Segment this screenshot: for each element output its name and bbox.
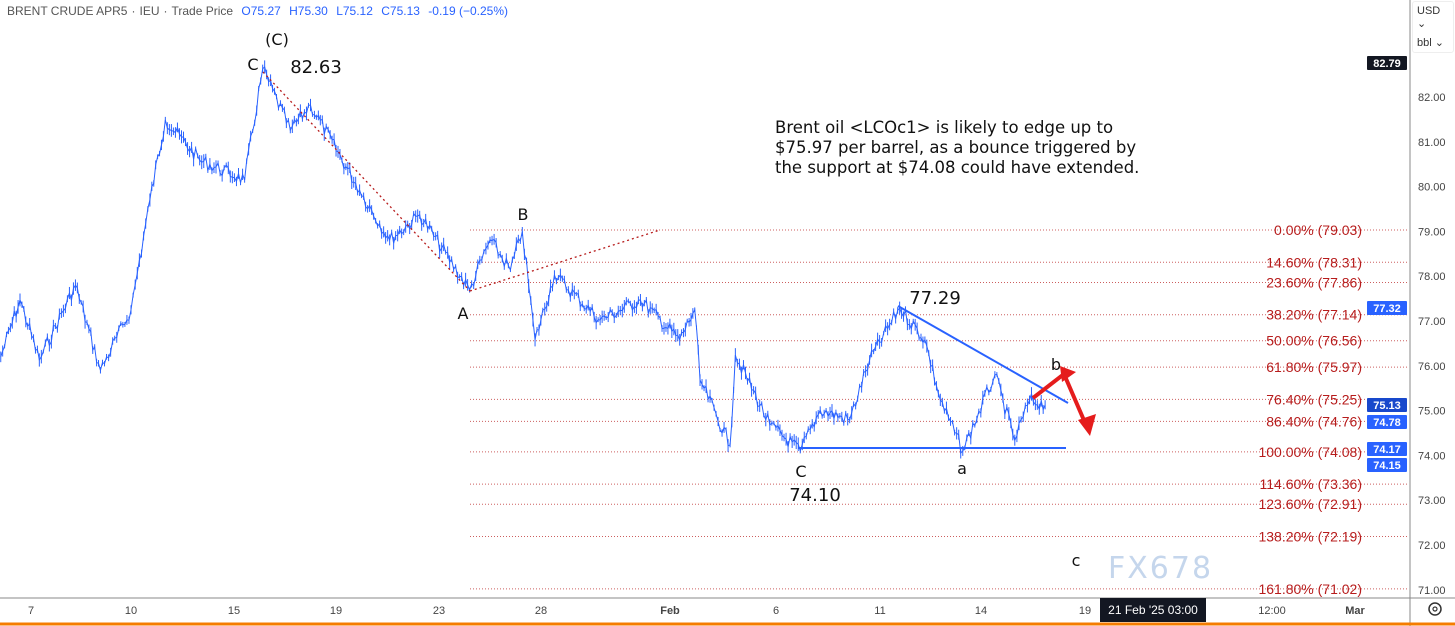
change-value: -0.19 (−0.25%) (428, 4, 508, 18)
wave-label: b (1051, 355, 1061, 374)
note-line: Brent oil <LCOc1> is likely to edge up t… (775, 118, 1114, 137)
fib-level-label: 50.00% (76.56) (1266, 333, 1362, 349)
high-value: H75.30 (289, 4, 328, 18)
price-badge-label: 82.79 (1373, 58, 1401, 70)
price-tick-label: 71.00 (1418, 585, 1446, 597)
low-value: L75.12 (336, 4, 373, 18)
price-tick-label: 80.00 (1418, 182, 1446, 194)
price-badge (1367, 56, 1407, 70)
fib-level-label: 38.20% (77.14) (1266, 307, 1362, 323)
time-tick-label: 12:00 (1258, 605, 1286, 617)
price-tick-label: 72.00 (1418, 540, 1446, 552)
watermark-logo: FX678 (1108, 551, 1214, 586)
price-tick-label: 76.00 (1418, 361, 1446, 373)
price-badge (1367, 301, 1407, 315)
price-badge-label: 74.17 (1373, 444, 1401, 456)
open-value: O75.27 (241, 4, 281, 18)
close-value: C75.13 (381, 4, 420, 18)
wave-label: a (957, 459, 967, 478)
fib-level-label: 23.60% (77.86) (1266, 274, 1362, 290)
price-badge (1367, 458, 1407, 472)
price-tick-label: 81.00 (1418, 137, 1446, 149)
time-tick-label: 10 (125, 605, 137, 617)
time-tick-label: 7 (28, 605, 34, 617)
fib-level-label: 76.40% (75.25) (1266, 391, 1362, 407)
note-line: the support at $74.08 could have extende… (775, 158, 1140, 177)
fib-level-label: 123.60% (72.91) (1258, 496, 1362, 512)
fib-level-label: 138.20% (72.19) (1258, 528, 1362, 544)
currency-dropdown[interactable]: USD ⌄ (1413, 2, 1453, 33)
crosshair-time-badge (1100, 598, 1206, 622)
price-tick-label: 73.00 (1418, 495, 1446, 507)
price-badge (1367, 442, 1407, 456)
price-series-line (0, 65, 1046, 455)
symbol-name[interactable]: BRENT CRUDE APR5 (7, 4, 128, 18)
fib-level-label: 14.60% (78.31) (1266, 254, 1362, 270)
price-badge-label: 77.32 (1373, 303, 1401, 315)
exchange: IEU (139, 4, 160, 18)
price-type: Trade Price (171, 4, 234, 18)
price-badge (1367, 398, 1407, 412)
symbol-header: BRENT CRUDE APR5 · IEU · Trade Price O75.27 … (7, 4, 508, 18)
wave-label: C (247, 55, 258, 74)
fib-level-label: 86.40% (74.76) (1266, 413, 1362, 429)
crosshair-time-label: 21 Feb '25 03:00 (1108, 603, 1198, 617)
fib-level-label: 100.00% (74.08) (1258, 444, 1362, 460)
chevron-down-icon: ⌄ (1417, 18, 1427, 30)
price-tick-label: 82.00 (1418, 92, 1446, 104)
wave-label: 77.29 (909, 288, 961, 309)
settings-icon-center (1432, 606, 1438, 612)
time-tick-label: 11 (874, 605, 885, 617)
fib-level-label: 61.80% (75.97) (1266, 359, 1362, 375)
price-badge (1367, 415, 1407, 429)
currency-unit-menu: USD ⌄ bbl ⌄ (1412, 1, 1454, 53)
descending-trendline (897, 305, 1069, 404)
time-tick-label: Feb (660, 605, 680, 617)
time-tick-label: 19 (330, 605, 342, 617)
fib-level-label: 114.60% (73.36) (1260, 476, 1362, 492)
note-line: $75.97 per barrel, as a bounce triggered… (775, 138, 1137, 157)
time-tick-label: 6 (773, 605, 779, 617)
fib-level-label: 0.00% (79.03) (1274, 222, 1362, 238)
price-badge-label: 74.78 (1373, 417, 1401, 429)
fib-level-label: 161.80% (71.02) (1258, 581, 1362, 597)
price-tick-label: 74.00 (1418, 450, 1446, 462)
wave-b-dotted-line (469, 229, 661, 292)
time-tick-label: Mar (1345, 605, 1365, 617)
currency-label: USD (1417, 5, 1441, 17)
wave-label: 74.10 (789, 485, 841, 506)
time-tick-label: 15 (228, 605, 240, 617)
wave-label: (C) (265, 30, 289, 49)
wave-label: A (458, 304, 469, 323)
time-tick-label: 19 (1079, 605, 1091, 617)
price-tick-label: 79.00 (1418, 226, 1446, 238)
price-tick-label: 75.00 (1418, 406, 1446, 418)
chevron-down-icon: ⌄ (1434, 37, 1444, 49)
wave-label: B (518, 205, 529, 224)
time-tick-label: 14 (975, 605, 987, 617)
price-badge-label: 75.13 (1373, 400, 1401, 412)
analysis-note: Brent oil <LCOc1> is likely to edge up t… (775, 118, 1139, 178)
wave-label: C (795, 462, 806, 481)
separator: · (131, 4, 136, 18)
arrow-down-head-icon (1078, 414, 1096, 436)
unit-label: bbl (1417, 37, 1432, 49)
wave-label: 82.63 (290, 57, 342, 78)
unit-dropdown[interactable]: bbl ⌄ (1413, 33, 1453, 52)
time-tick-label: 23 (433, 605, 445, 617)
price-tick-label: 77.00 (1418, 316, 1446, 328)
separator: · (163, 4, 168, 18)
price-badge-label: 74.15 (1373, 460, 1401, 472)
time-tick-label: 28 (535, 605, 547, 617)
wave-c-dotted-line (262, 71, 471, 292)
price-tick-label: 78.00 (1418, 271, 1446, 283)
settings-icon[interactable] (1428, 602, 1442, 616)
wave-label: c (1072, 551, 1081, 570)
arrow-up-head-icon (1060, 366, 1076, 382)
